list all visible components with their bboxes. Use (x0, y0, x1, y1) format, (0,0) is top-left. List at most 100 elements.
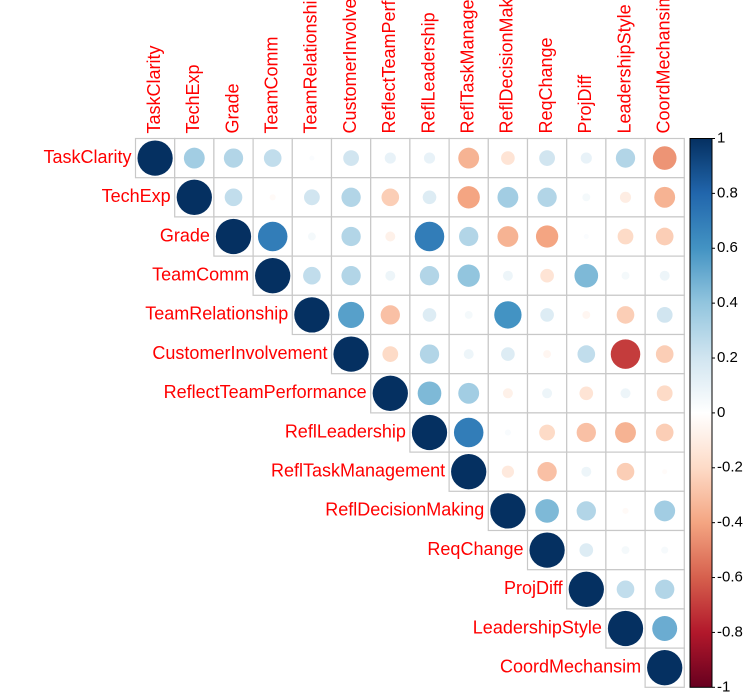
corr-circle (504, 429, 511, 436)
color-bar-label: 1 (717, 129, 725, 146)
row-label: ReflDecisionMaking (325, 500, 484, 520)
row-label: TeamComm (152, 264, 249, 284)
color-bar-label: 0.4 (717, 294, 738, 311)
corr-circle (501, 465, 515, 478)
color-bar-label: 0.8 (717, 184, 738, 201)
corr-circle (303, 266, 321, 285)
row-label: ReflTaskManagement (271, 460, 445, 480)
corr-circle (419, 266, 440, 286)
corr-circle (577, 345, 596, 363)
corr-circle (540, 308, 554, 322)
corr-circle (294, 297, 330, 333)
corr-circle (610, 339, 641, 369)
row-label: LeadershipStyle (473, 617, 602, 637)
column-label: TeamComm (261, 36, 281, 133)
corr-circle (543, 350, 552, 359)
corr-circle (380, 305, 400, 325)
corr-circle (457, 264, 480, 287)
corr-circle (341, 187, 361, 207)
corr-circle (501, 151, 515, 165)
column-label: CoordMechansim (653, 0, 673, 134)
corr-circle (616, 580, 635, 599)
row-label: TechExp (102, 186, 171, 206)
corr-circle (458, 147, 480, 169)
corr-circle (382, 346, 399, 362)
column-label: ReflDecisionMaking (497, 0, 517, 134)
corr-circle (542, 388, 553, 399)
corr-circle (615, 422, 636, 443)
corr-circle (451, 454, 487, 490)
row-label: ReqChange (427, 539, 523, 559)
corr-circle (616, 306, 635, 324)
corr-circle (502, 270, 513, 281)
corr-circle (647, 650, 683, 686)
corr-circle (307, 232, 316, 241)
corr-circle (457, 186, 480, 209)
corr-circle (621, 271, 630, 280)
corr-circle (176, 179, 212, 215)
row-label: CustomerInvolvement (152, 343, 327, 363)
corr-circle (502, 388, 513, 399)
corr-circle (535, 499, 559, 523)
corr-circle (497, 186, 519, 208)
corr-circle (529, 532, 565, 568)
corr-circle (535, 225, 559, 248)
corr-circle (463, 349, 474, 360)
corr-circle (341, 226, 361, 247)
corr-circle (537, 187, 557, 207)
row-label: ProjDiff (504, 578, 564, 598)
corr-circle (568, 571, 604, 607)
corr-circle (419, 344, 440, 364)
corr-circle (656, 307, 673, 323)
row-label: TeamRelationship (145, 304, 288, 324)
corr-circle (655, 345, 674, 363)
corr-circle (582, 193, 591, 202)
corr-circle (422, 308, 437, 322)
row-label: CoordMechansim (500, 656, 641, 676)
corr-circle (215, 218, 252, 255)
cell (448, 177, 489, 218)
corr-circle (652, 616, 678, 641)
cell (644, 137, 685, 179)
corr-circle (659, 270, 670, 281)
corr-circle (615, 148, 636, 168)
corr-circle (654, 500, 676, 522)
color-bar-label: -0.8 (717, 623, 743, 640)
color-bar (689, 138, 713, 688)
column-label: Grade (222, 83, 242, 133)
corr-circle (539, 424, 555, 441)
column-label: CustomerInvolvement (340, 0, 360, 134)
column-label: ReqChange (536, 37, 556, 133)
corr-circle (137, 140, 173, 176)
corr-circle (574, 263, 599, 288)
corr-circle (656, 385, 673, 402)
corr-circle (341, 266, 361, 286)
corr-circle (655, 423, 674, 442)
corr-circle (384, 152, 396, 164)
corr-circle (372, 375, 408, 411)
corr-circle (453, 417, 484, 448)
color-bar-label: -0.6 (717, 569, 743, 586)
cell (409, 137, 450, 179)
corr-circle (494, 301, 522, 329)
corr-circle (576, 501, 596, 521)
corr-circle (652, 146, 677, 170)
cell (644, 373, 685, 414)
column-label: TechExp (183, 64, 203, 133)
corr-circle (333, 336, 369, 372)
corr-circle (255, 258, 291, 294)
corr-circle (580, 152, 592, 164)
corr-circle (539, 150, 555, 166)
color-bar-label: 0 (717, 404, 725, 421)
corr-circle (607, 610, 644, 647)
corr-circle (343, 150, 359, 166)
color-bar-label: 0.6 (717, 239, 738, 256)
column-label: ReflTaskManagement (457, 0, 477, 134)
corr-circle (583, 234, 589, 239)
cell (644, 451, 685, 492)
corr-circle (304, 189, 320, 206)
corr-circle (616, 462, 635, 481)
corr-circle (579, 386, 594, 401)
color-bar-label: -0.4 (717, 514, 743, 531)
